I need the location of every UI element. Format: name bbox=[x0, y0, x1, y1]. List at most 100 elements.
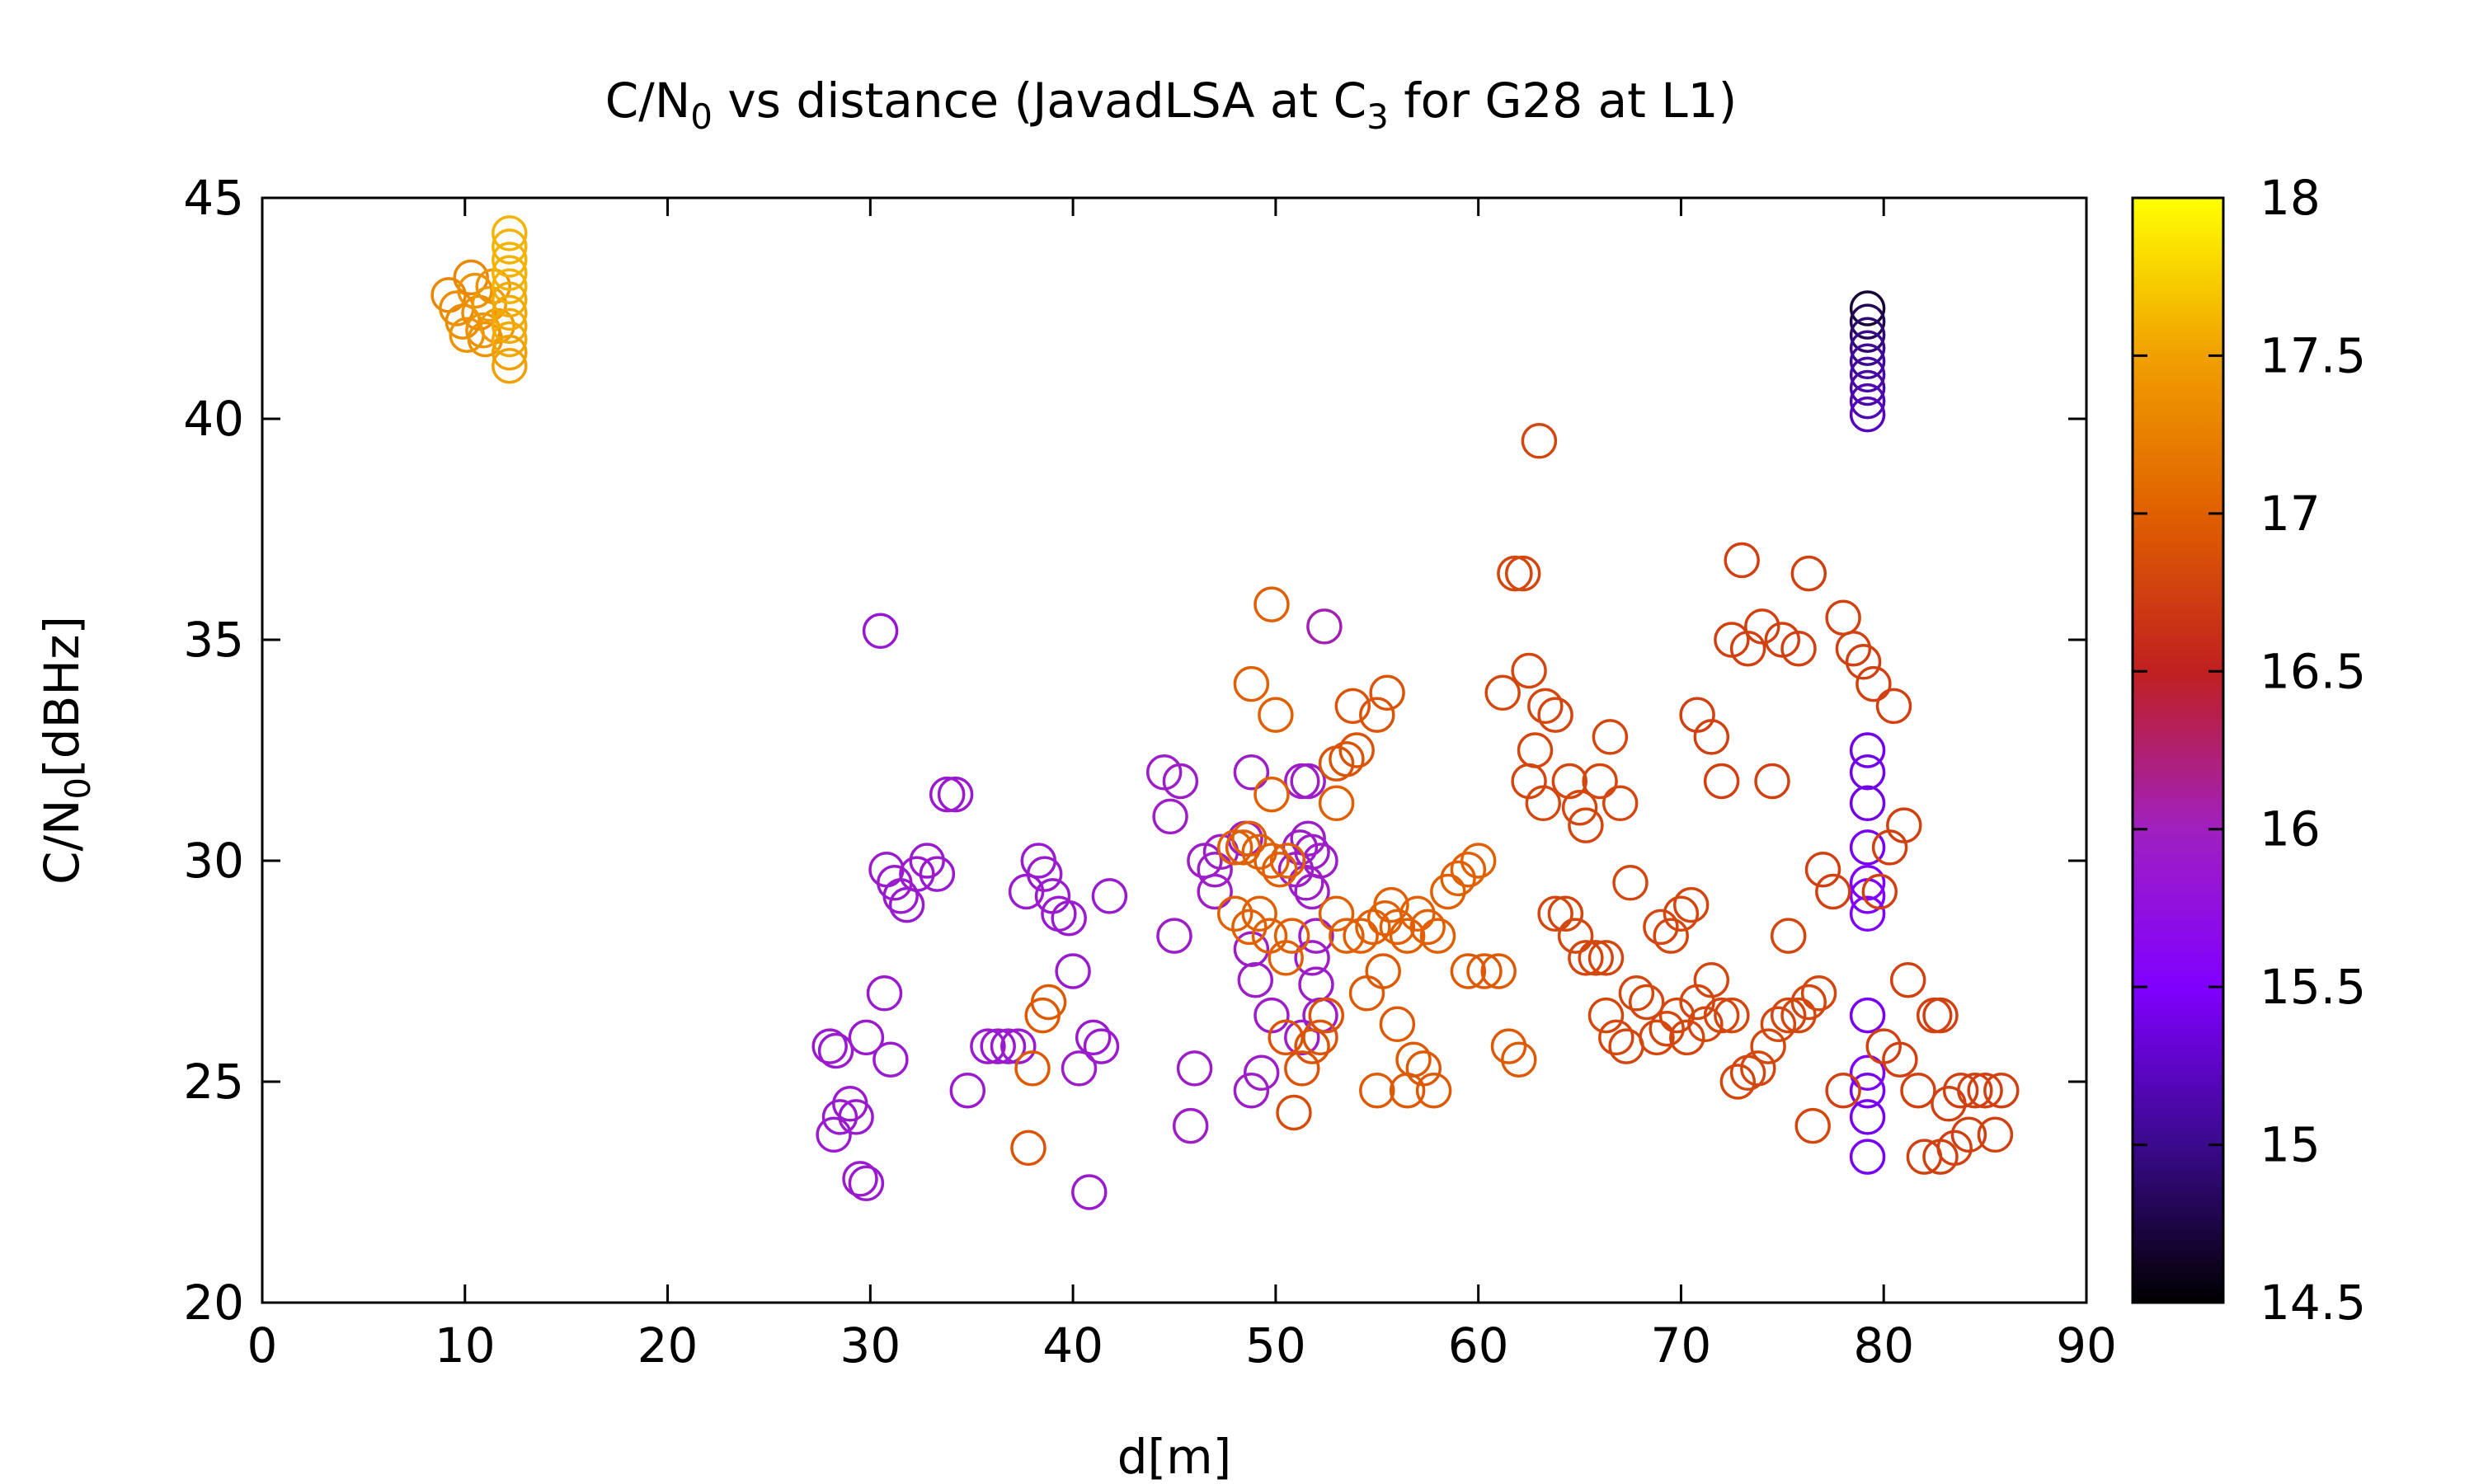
data-point bbox=[821, 1099, 858, 1135]
data-point bbox=[1760, 1006, 1797, 1043]
data-point bbox=[1639, 1019, 1675, 1056]
data-point bbox=[1216, 895, 1253, 932]
data-point bbox=[1284, 1050, 1320, 1087]
data-point bbox=[1744, 608, 1780, 645]
data-point bbox=[1703, 997, 1740, 1034]
data-point bbox=[1643, 909, 1679, 946]
data-point bbox=[1294, 873, 1330, 910]
data-point bbox=[492, 321, 528, 358]
data-point bbox=[1740, 1050, 1776, 1087]
y-tick-label: 25 bbox=[183, 1054, 244, 1110]
data-point bbox=[492, 228, 528, 265]
data-point bbox=[1258, 697, 1294, 733]
data-point bbox=[1967, 1072, 2003, 1109]
data-point bbox=[1359, 1072, 1395, 1109]
data-point bbox=[1931, 1086, 1967, 1122]
data-point bbox=[1845, 644, 1882, 680]
data-point bbox=[1268, 1019, 1304, 1056]
data-point bbox=[1026, 856, 1063, 892]
data-point bbox=[1334, 688, 1371, 725]
data-point bbox=[1294, 1028, 1330, 1064]
colorbar-tick-label: 14.5 bbox=[2260, 1275, 2366, 1331]
title-subscript-2: 3 bbox=[1366, 96, 1389, 137]
y-label-subscript: 0 bbox=[58, 777, 98, 800]
data-point bbox=[1849, 829, 1886, 866]
data-point bbox=[1233, 1072, 1270, 1109]
x-tick-label: 20 bbox=[637, 1317, 698, 1374]
data-point bbox=[444, 303, 482, 340]
data-point bbox=[1055, 953, 1091, 989]
data-point bbox=[1253, 776, 1290, 813]
data-point bbox=[872, 1041, 909, 1078]
data-point bbox=[1815, 873, 1851, 910]
data-point bbox=[1849, 369, 1886, 406]
data-point bbox=[1561, 789, 1598, 826]
data-point bbox=[1373, 886, 1409, 923]
data-point bbox=[1983, 1072, 2020, 1109]
data-point bbox=[1075, 1019, 1112, 1056]
data-point bbox=[1693, 961, 1730, 998]
data-point bbox=[1568, 807, 1604, 843]
data-point bbox=[1537, 895, 1573, 932]
data-point bbox=[492, 347, 528, 384]
data-point bbox=[1835, 630, 1872, 667]
data-point bbox=[1871, 829, 1908, 866]
data-point bbox=[1284, 1019, 1320, 1056]
data-point bbox=[1294, 940, 1330, 976]
data-point bbox=[1162, 763, 1199, 800]
data-point bbox=[1343, 918, 1379, 954]
data-point bbox=[1348, 975, 1385, 1012]
data-point bbox=[1693, 719, 1730, 755]
data-point bbox=[1770, 997, 1807, 1034]
data-point bbox=[1849, 317, 1886, 353]
title-suffix: for G28 at L1) bbox=[1389, 73, 1737, 129]
data-point bbox=[471, 285, 508, 322]
data-point bbox=[862, 613, 899, 650]
data-point bbox=[1083, 1028, 1120, 1064]
data-point bbox=[1409, 909, 1446, 946]
colorbar-tick-label: 18 bbox=[2260, 170, 2321, 226]
data-point bbox=[1156, 918, 1192, 954]
data-point bbox=[816, 1116, 852, 1153]
data-point bbox=[1197, 873, 1233, 910]
data-point bbox=[1359, 697, 1395, 733]
data-point bbox=[1977, 1116, 2014, 1153]
colorbar-tick-label: 15 bbox=[2260, 1117, 2321, 1173]
data-point bbox=[1176, 1050, 1213, 1087]
data-point bbox=[1780, 997, 1817, 1034]
data-points bbox=[430, 215, 2020, 1210]
data-point bbox=[1557, 918, 1594, 954]
data-point bbox=[453, 259, 489, 296]
data-point bbox=[1587, 940, 1625, 976]
data-point bbox=[1770, 918, 1807, 954]
data-point bbox=[1061, 1050, 1098, 1087]
data-point bbox=[1233, 931, 1270, 967]
data-point bbox=[838, 1099, 874, 1135]
data-point bbox=[1071, 1174, 1108, 1210]
data-point bbox=[1415, 1072, 1452, 1109]
data-point bbox=[866, 975, 903, 1012]
data-point bbox=[909, 843, 945, 879]
data-point bbox=[1754, 763, 1790, 800]
y-label-prefix: C/N bbox=[34, 800, 90, 885]
data-point bbox=[1276, 1094, 1312, 1131]
x-tick-label: 90 bbox=[2056, 1317, 2117, 1374]
data-point bbox=[1849, 396, 1886, 433]
x-tick-label: 50 bbox=[1245, 1317, 1306, 1374]
data-point bbox=[1525, 785, 1562, 822]
data-point bbox=[1551, 763, 1588, 800]
x-tick-label: 40 bbox=[1042, 1317, 1103, 1374]
colorbar bbox=[2131, 196, 2225, 1304]
data-point bbox=[1628, 984, 1665, 1021]
x-tick-label: 60 bbox=[1448, 1317, 1509, 1374]
data-point bbox=[1051, 899, 1087, 937]
data-point bbox=[882, 878, 919, 914]
data-point bbox=[1329, 740, 1365, 777]
y-axis-label: C/N0[dBHz] bbox=[34, 616, 98, 885]
data-point bbox=[1490, 1028, 1527, 1064]
data-point bbox=[1663, 895, 1700, 932]
data-point bbox=[1672, 886, 1710, 923]
data-point bbox=[1849, 383, 1886, 420]
data-point bbox=[1950, 1116, 1987, 1153]
data-point bbox=[492, 268, 528, 304]
